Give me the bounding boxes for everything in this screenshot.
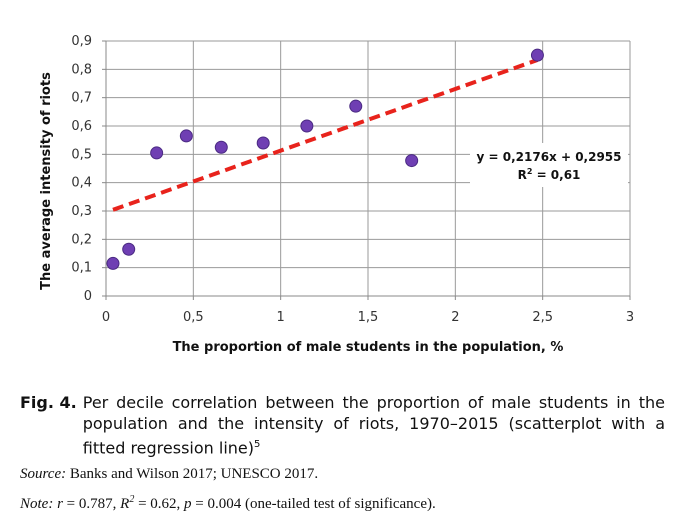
y-tick-label: 0,9 [71, 34, 92, 49]
y-tick-label: 0,1 [71, 261, 92, 276]
r-squared-label: R2 = 0,61 [518, 167, 581, 182]
y-tick-labels: 0 0,1 0,2 0,3 0,4 0,5 0,6 0,7 0,8 0,9 [71, 34, 92, 304]
equation-label: y = 0,2176x + 0,2955 [477, 150, 622, 164]
y-tick-label: 0,8 [71, 62, 92, 77]
source-line: Source: Banks and Wilson 2017; UNESCO 20… [20, 466, 318, 483]
note-r-label: r [57, 496, 63, 512]
data-point [150, 146, 164, 160]
data-point [256, 136, 270, 150]
x-tick-label: 0,5 [183, 310, 204, 325]
r-squared-sup: 2 [527, 167, 533, 176]
x-tick-labels: 0 0,5 1 1,5 2 2,5 3 [102, 310, 634, 325]
x-tick-label: 1,5 [358, 310, 379, 325]
data-point [405, 154, 419, 168]
x-tick-label: 0 [102, 310, 110, 325]
r-squared-prefix: R [518, 168, 527, 182]
x-tick-label: 1 [277, 310, 285, 325]
y-tick-label: 0,3 [71, 204, 92, 219]
note-r2-label: R [120, 496, 130, 512]
scatter-chart: 0 0,1 0,2 0,3 0,4 0,5 0,6 0,7 0,8 0,9 0 0,5 1 1,5 2 2,… [39, 34, 634, 355]
data-point [349, 99, 363, 113]
note-r-value: = 0.787, [62, 496, 121, 512]
note-p-label: p [184, 496, 192, 512]
note-line: Note: r = 0.787, R2 = 0.62, p = 0.004 (o… [20, 494, 436, 513]
y-tick-label: 0,4 [71, 176, 92, 191]
x-tick-label: 2 [451, 310, 459, 325]
figure-caption: Fig. 4. Per decile correlation between t… [20, 392, 665, 458]
x-tick-label: 2,5 [532, 310, 553, 325]
data-points [106, 48, 544, 270]
note-label: Note: [20, 496, 54, 512]
data-point [122, 242, 136, 256]
chart-axes [102, 40, 631, 300]
data-point [214, 140, 228, 154]
trendline-group [112, 58, 539, 212]
data-point [106, 256, 120, 270]
note-p-value: = 0.004 (one-tailed test of significance… [191, 496, 436, 512]
y-tick-label: 0 [84, 289, 92, 304]
caption-body: Per decile correlation between the propo… [82, 393, 665, 458]
note-r2-sup: 2 [129, 494, 135, 505]
trendline [112, 58, 539, 212]
data-point [300, 119, 314, 133]
y-tick-label: 0,2 [71, 232, 92, 247]
y-axis-title: The average intensity of riots [39, 72, 54, 290]
x-tick-label: 3 [626, 310, 634, 325]
figure-caption-text: Per decile correlation between the propo… [83, 392, 665, 458]
source-label: Source: [20, 466, 67, 482]
y-tick-label: 0,7 [71, 91, 92, 106]
figure-label: Fig. 4. [20, 393, 77, 412]
note-r2-value: = 0.62, [134, 496, 185, 512]
data-point [179, 129, 193, 143]
source-text: Banks and Wilson 2017; UNESCO 2017. [66, 466, 319, 482]
y-tick-label: 0,5 [71, 147, 92, 162]
equation-box-bg [470, 143, 628, 187]
data-point [530, 48, 544, 62]
r-squared-value: = 0,61 [532, 168, 580, 182]
x-axis-title: The proportion of male students in the p… [173, 340, 564, 355]
equation-box: y = 0,2176x + 0,2955 R2 = 0,61 [470, 143, 628, 187]
y-tick-label: 0,6 [71, 119, 92, 134]
caption-footnote-mark: 5 [254, 439, 261, 450]
